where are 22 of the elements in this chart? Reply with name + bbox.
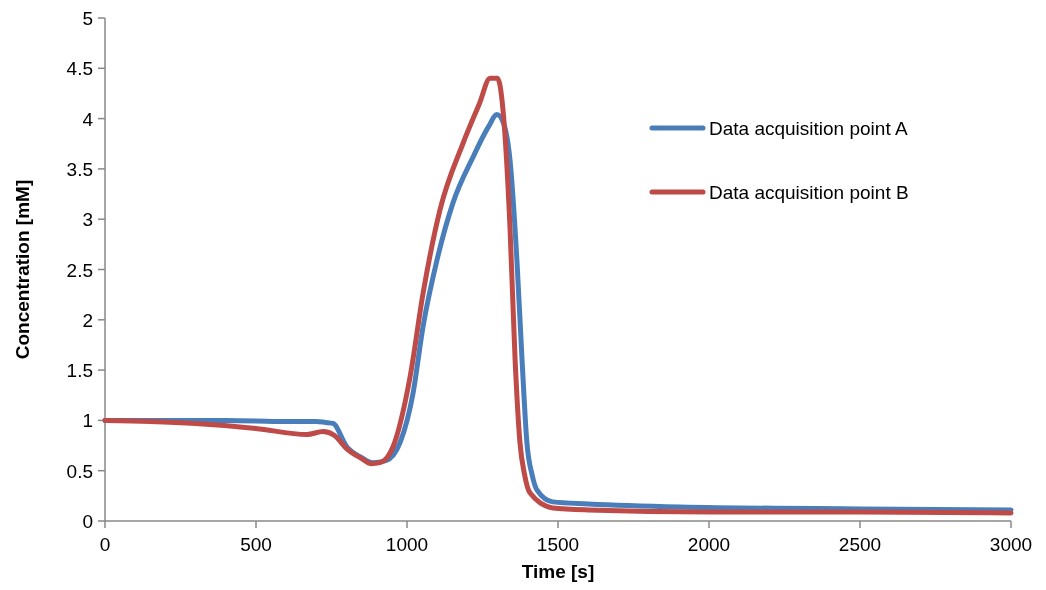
x-axis-title: Time [s] bbox=[521, 561, 595, 582]
y-tick-label: 0.5 bbox=[66, 460, 93, 482]
y-axis-title: Concentration [mM] bbox=[12, 179, 33, 360]
y-tick-label: 1 bbox=[82, 410, 93, 432]
legend-label: Data acquisition point B bbox=[709, 182, 909, 203]
x-tick-label: 1000 bbox=[385, 534, 429, 555]
x-tick-label: 1500 bbox=[536, 534, 580, 555]
y-tick-label: 3.5 bbox=[66, 158, 93, 180]
x-tick-label: 2000 bbox=[687, 534, 731, 555]
y-tick-label: 2.5 bbox=[66, 259, 93, 281]
y-tick-label: 4 bbox=[82, 108, 94, 130]
x-tick-label: 3000 bbox=[989, 534, 1033, 555]
y-tick-label: 1.5 bbox=[66, 360, 93, 382]
y-tick-label: 5 bbox=[82, 8, 93, 29]
legend-label: Data acquisition point A bbox=[709, 118, 908, 139]
x-tick-label: 500 bbox=[240, 534, 272, 555]
y-tick-label: 0 bbox=[82, 511, 93, 532]
y-tick-label: 2 bbox=[82, 309, 93, 331]
y-tick-label: 4.5 bbox=[66, 58, 93, 80]
x-tick-label: 2500 bbox=[838, 534, 882, 555]
x-tick-label: 0 bbox=[99, 534, 111, 555]
y-tick-label: 3 bbox=[82, 209, 93, 231]
